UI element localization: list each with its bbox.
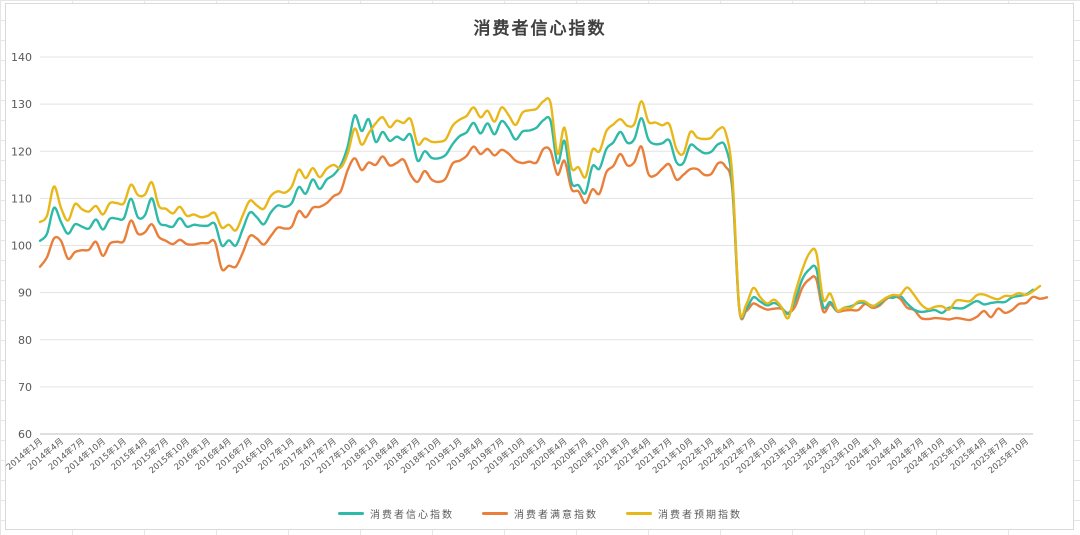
legend-item-satisfaction: 消费者满意指数 (482, 506, 598, 521)
y-tick-label: 70 (18, 381, 32, 394)
y-tick-label: 130 (11, 98, 32, 111)
chart-title: 消费者信心指数 (473, 19, 607, 39)
legend: 消费者信心指数 消费者满意指数 消费者预期指数 (0, 506, 1080, 521)
legend-swatch-confidence (338, 512, 364, 515)
y-tick-label: 110 (11, 192, 32, 205)
legend-label-expectation: 消费者预期指数 (658, 510, 742, 521)
series-line-expectation (38, 96, 1042, 320)
y-tick-label: 120 (11, 145, 32, 158)
legend-swatch-expectation (626, 512, 652, 515)
x-axis-tick-labels: 2014年1月2014年4月2014年7月2014年10月2015年1月2015… (4, 436, 1031, 476)
legend-swatch-satisfaction (482, 512, 508, 515)
gridlines (40, 56, 1033, 435)
legend-label-satisfaction: 消费者满意指数 (514, 510, 598, 521)
legend-label-confidence: 消费者信心指数 (370, 510, 454, 521)
legend-item-confidence: 消费者信心指数 (338, 506, 454, 521)
chart-area[interactable] (5, 3, 1074, 530)
series-lines (38, 96, 1049, 322)
y-axis-tick-labels: 60 70 80 90 100 110 120 130 140 (11, 51, 32, 441)
y-tick-label: 140 (11, 51, 32, 64)
y-tick-label: 80 (18, 334, 32, 347)
y-tick-label: 60 (18, 428, 32, 441)
y-tick-label: 90 (18, 287, 32, 300)
y-tick-label: 100 (11, 240, 32, 253)
legend-item-expectation: 消费者预期指数 (626, 506, 742, 521)
series-line-satisfaction (38, 145, 1049, 322)
